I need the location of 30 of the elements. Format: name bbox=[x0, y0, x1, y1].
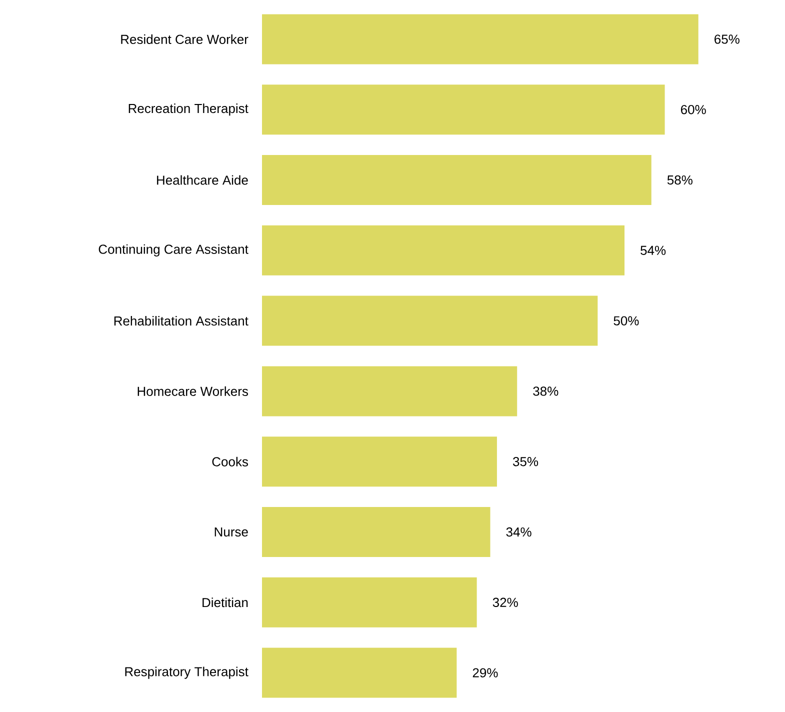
y-tick-label: Resident Care Worker bbox=[121, 34, 248, 44]
data-label: 65% bbox=[714, 34, 740, 44]
y-tick-label: Dietitian bbox=[202, 598, 248, 608]
y-tick-label: Continuing Care Assistant bbox=[98, 244, 248, 256]
bar bbox=[262, 296, 598, 346]
data-label: 50% bbox=[614, 316, 639, 326]
data-label: 34% bbox=[506, 527, 532, 537]
bar bbox=[262, 155, 652, 206]
data-label: 54% bbox=[640, 246, 666, 255]
bar bbox=[262, 648, 457, 698]
y-tick-label: Rehabilitation Assistant bbox=[114, 316, 248, 326]
data-label: 58% bbox=[667, 175, 692, 185]
bar bbox=[262, 436, 497, 487]
y-tick-label: Recreation Therapist bbox=[128, 104, 248, 116]
y-tick-label: Healthcare Aide bbox=[157, 175, 248, 185]
bar bbox=[262, 14, 698, 64]
bar bbox=[262, 366, 518, 416]
data-label: 35% bbox=[512, 456, 538, 466]
y-tick-label: Homecare Workers bbox=[138, 386, 248, 396]
y-tick-label: Respiratory Therapist bbox=[125, 666, 248, 679]
y-tick-label: Nurse bbox=[214, 527, 248, 537]
data-label: 38% bbox=[533, 386, 558, 396]
bar bbox=[262, 225, 625, 276]
bar bbox=[262, 506, 490, 557]
data-label: 32% bbox=[492, 598, 518, 607]
data-label: 60% bbox=[680, 104, 706, 114]
y-tick-label: Cooks bbox=[212, 456, 248, 466]
bar bbox=[262, 84, 665, 135]
bar bbox=[262, 577, 477, 628]
data-label: 29% bbox=[472, 668, 498, 678]
